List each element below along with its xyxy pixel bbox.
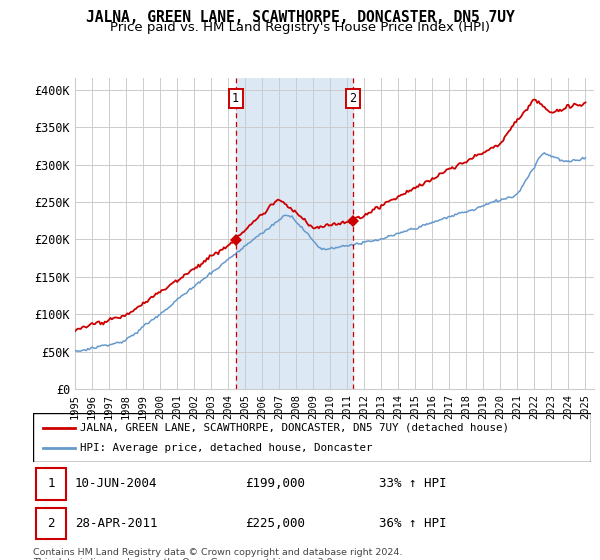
- Text: 2: 2: [349, 92, 356, 105]
- Text: £199,000: £199,000: [245, 477, 305, 491]
- Text: 28-APR-2011: 28-APR-2011: [75, 517, 157, 530]
- Text: JALNA, GREEN LANE, SCAWTHORPE, DONCASTER, DN5 7UY (detached house): JALNA, GREEN LANE, SCAWTHORPE, DONCASTER…: [80, 422, 509, 432]
- Text: 10-JUN-2004: 10-JUN-2004: [75, 477, 157, 491]
- Text: £225,000: £225,000: [245, 517, 305, 530]
- Text: Contains HM Land Registry data © Crown copyright and database right 2024.
This d: Contains HM Land Registry data © Crown c…: [33, 548, 403, 560]
- Text: 33% ↑ HPI: 33% ↑ HPI: [379, 477, 446, 491]
- Bar: [236, 78, 353, 389]
- Bar: [36, 508, 67, 539]
- Text: HPI: Average price, detached house, Doncaster: HPI: Average price, detached house, Donc…: [80, 443, 373, 453]
- Text: 2: 2: [47, 517, 55, 530]
- Text: 1: 1: [232, 92, 239, 105]
- Text: Price paid vs. HM Land Registry's House Price Index (HPI): Price paid vs. HM Land Registry's House …: [110, 21, 490, 34]
- Text: 36% ↑ HPI: 36% ↑ HPI: [379, 517, 446, 530]
- Text: JALNA, GREEN LANE, SCAWTHORPE, DONCASTER, DN5 7UY: JALNA, GREEN LANE, SCAWTHORPE, DONCASTER…: [86, 10, 514, 25]
- Text: 1: 1: [47, 477, 55, 491]
- Bar: [36, 468, 67, 500]
